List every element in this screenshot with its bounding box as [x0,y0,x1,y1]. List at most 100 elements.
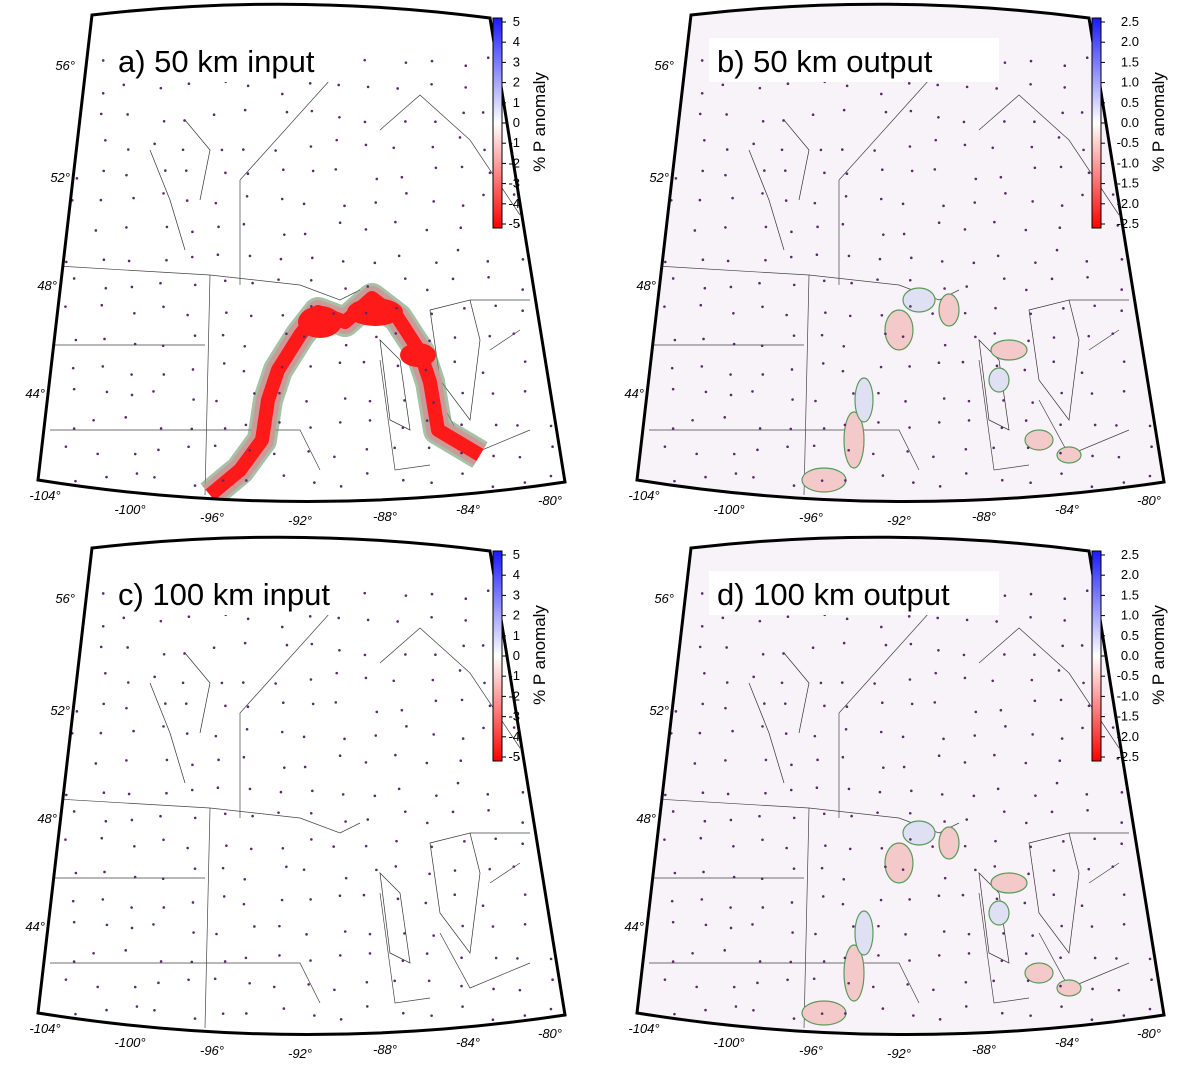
station [425,228,429,232]
station [992,446,996,450]
station [521,309,524,312]
station [427,446,431,450]
station [274,149,277,152]
station [732,875,736,879]
station [153,142,156,146]
station [44,646,48,649]
station [165,225,169,229]
station [758,281,761,285]
station [1034,261,1037,264]
station [435,794,438,797]
station [1024,419,1028,422]
station [105,1008,108,1012]
station [309,426,312,429]
station [641,675,644,679]
station [933,701,937,704]
station [366,618,370,622]
station [729,906,732,909]
station [819,681,823,685]
station [700,91,704,95]
station [1120,309,1123,312]
station [280,197,284,201]
station [974,177,978,181]
station [309,811,313,815]
station [880,168,884,171]
station [281,313,285,317]
station [878,257,882,261]
station [72,387,76,391]
station [313,1014,316,1017]
station [723,949,727,952]
station [1085,260,1089,263]
station [215,399,218,403]
station [1063,86,1066,89]
station [310,642,314,646]
station [758,619,762,623]
station [460,451,463,455]
station [130,818,134,822]
station [491,1018,495,1022]
station [481,371,485,375]
colorbar [492,550,503,762]
station [1087,334,1091,338]
station [942,397,946,400]
station [185,199,189,202]
station [157,448,160,452]
station [1091,454,1094,458]
lon-label: -84° [1055,1035,1079,1050]
station [285,643,289,647]
station [994,839,997,843]
station [751,390,754,393]
station [460,698,464,702]
station [764,225,768,229]
station [761,838,764,842]
station [904,400,907,403]
station [337,83,340,87]
station [784,732,788,735]
station [157,981,160,985]
station [461,737,465,740]
station [165,791,168,795]
station [223,960,227,963]
station [132,196,135,200]
station [643,175,646,179]
station [1002,277,1006,280]
station [698,645,702,649]
station [434,699,438,703]
station [643,313,647,317]
map-area [38,4,565,502]
station [843,956,847,960]
station [965,85,969,89]
station [841,369,845,373]
station [99,112,103,116]
label-box [110,38,350,82]
station [884,643,888,647]
station [124,416,128,419]
station [1080,371,1084,375]
station [732,342,736,346]
station [512,193,516,196]
station [1062,307,1065,310]
station [1004,725,1007,728]
station [698,112,702,116]
station [38,194,41,197]
colorbar-tick-label: -2.5 [1117,749,1139,764]
station [303,232,307,236]
station [993,332,997,335]
station [641,142,644,146]
station [282,474,286,477]
station [671,920,675,924]
station [434,166,438,170]
station [792,1017,796,1020]
station [405,725,408,728]
station [183,652,186,655]
station [555,258,558,262]
station [701,169,705,173]
station [674,710,678,713]
station [40,482,44,485]
station [543,55,547,59]
colorbar-tick-label: 0.5 [1121,95,1139,110]
station [92,951,95,955]
station [1002,399,1005,402]
station [726,259,730,263]
